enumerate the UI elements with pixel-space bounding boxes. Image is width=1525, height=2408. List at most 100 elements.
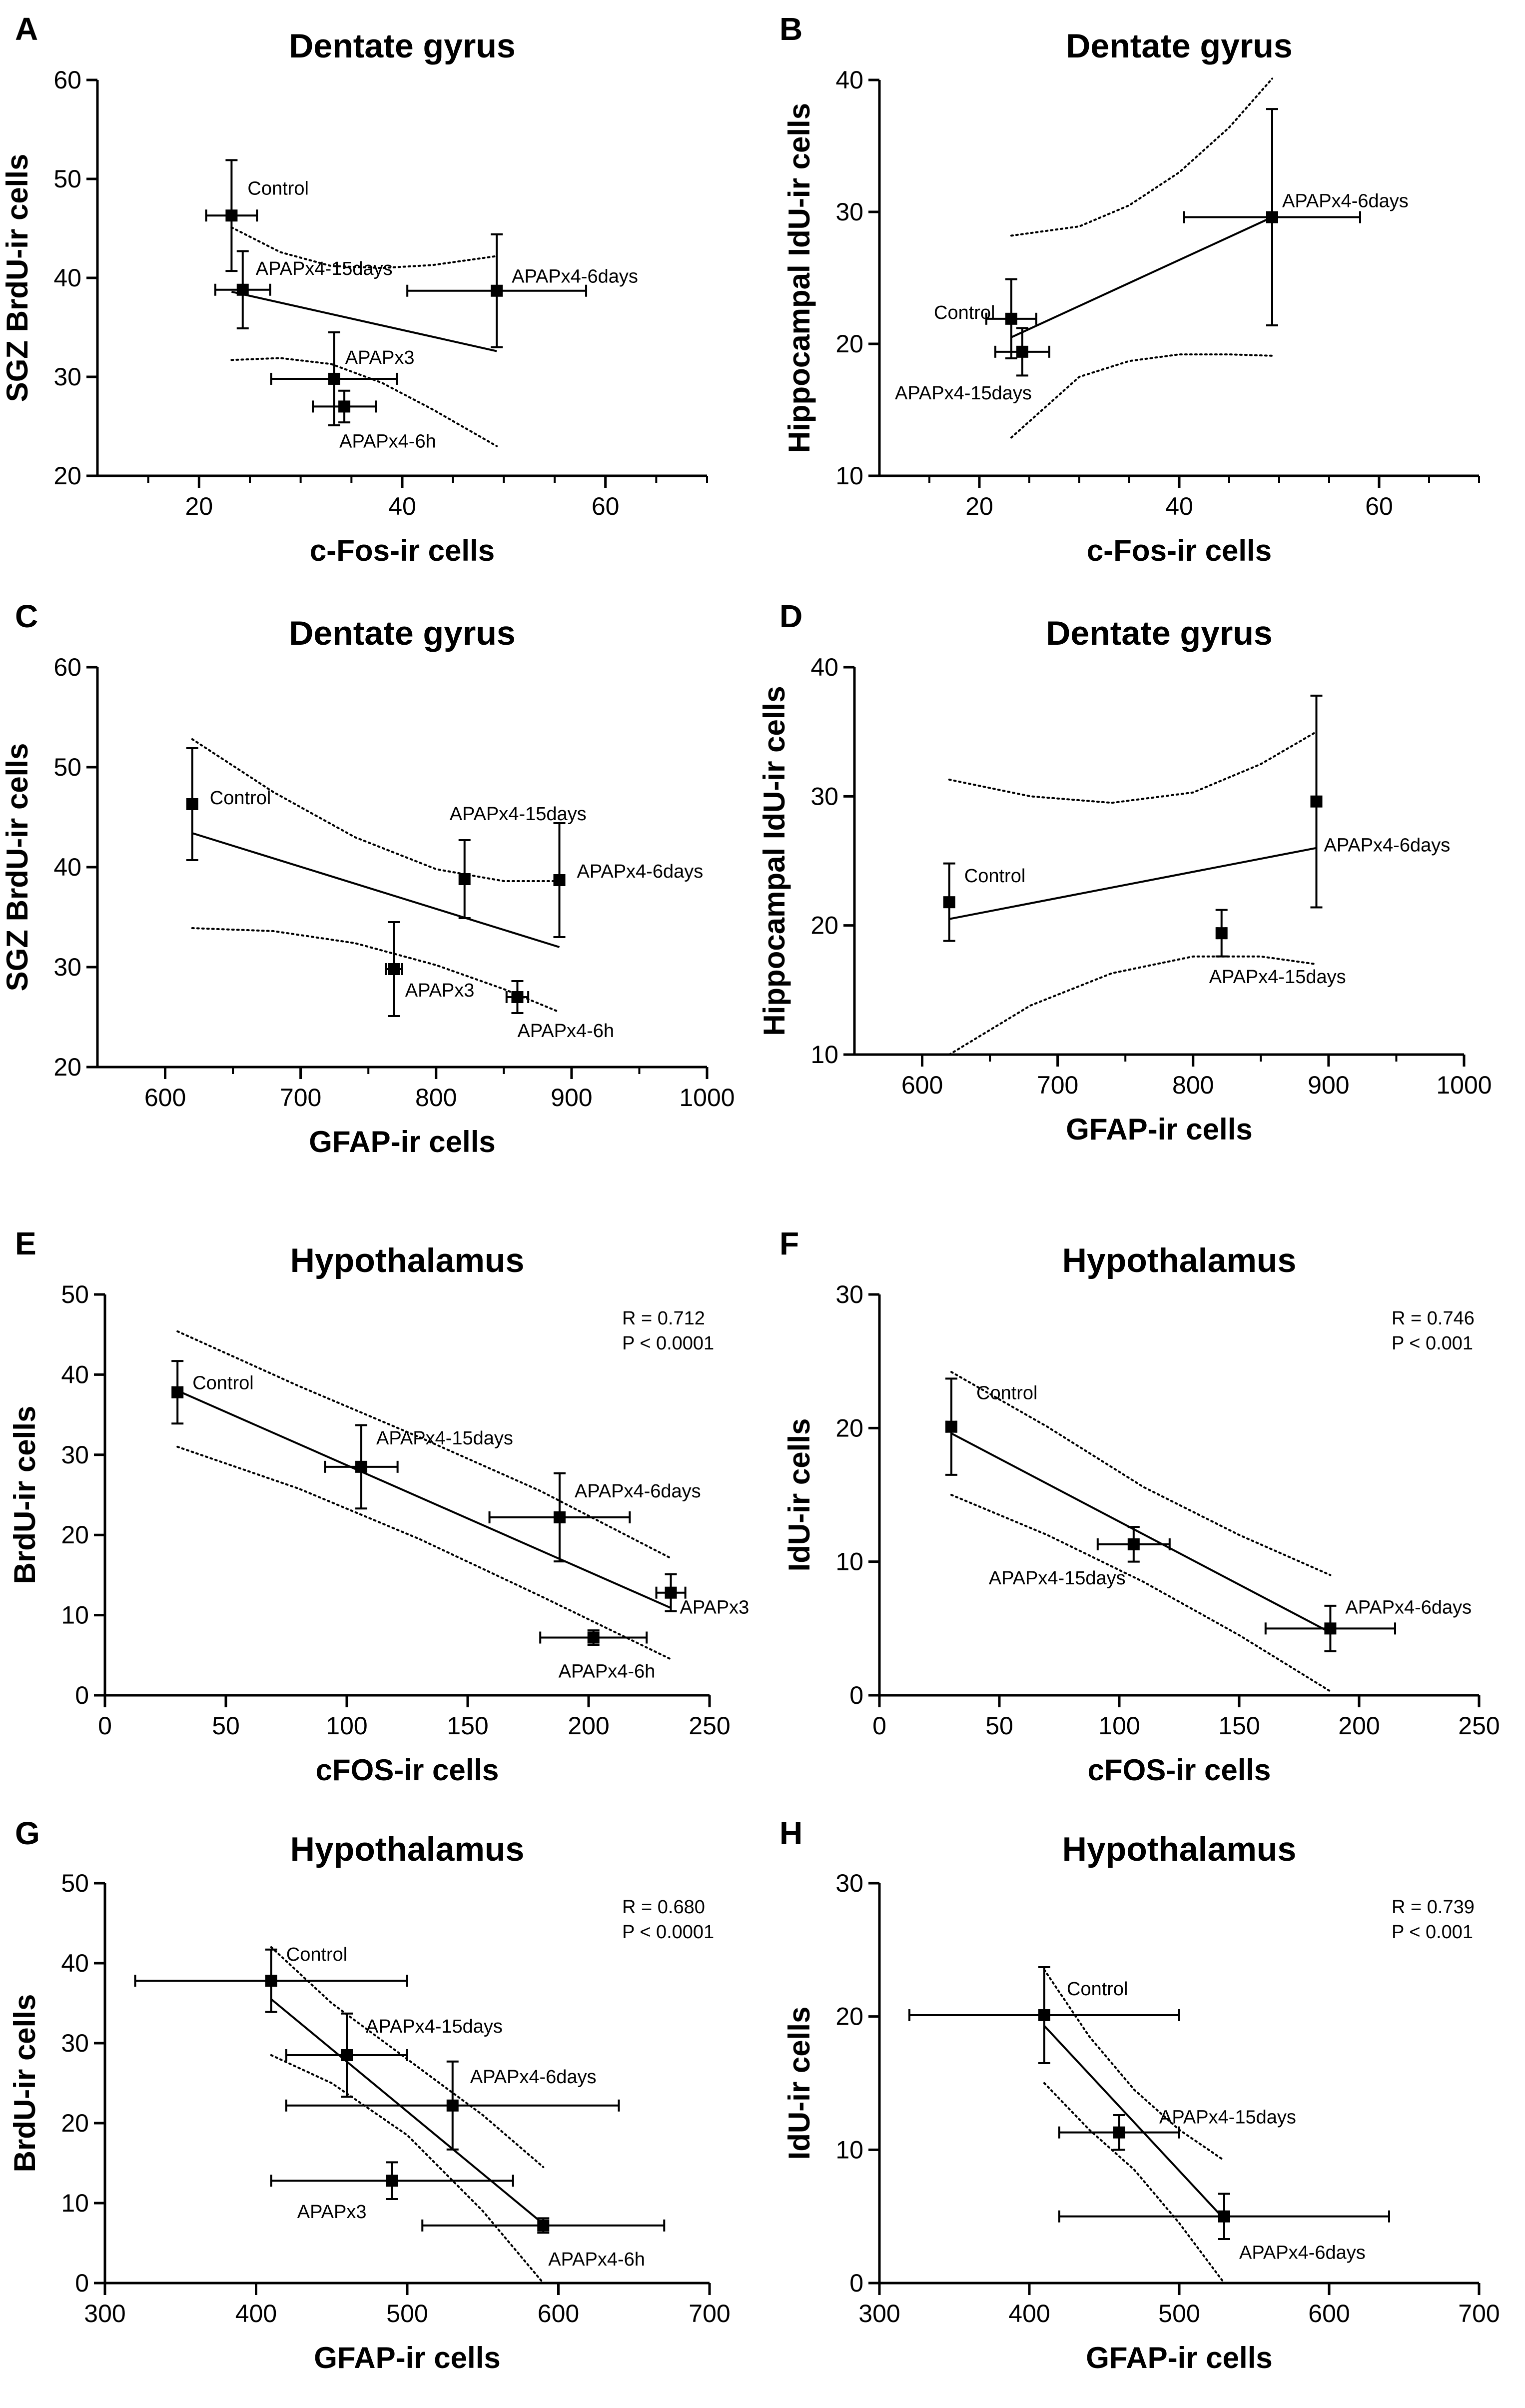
square-marker [386, 2175, 398, 2187]
square-marker [553, 1511, 566, 1523]
panel-letter: H [779, 1815, 802, 1851]
y-axis-label: SGZ BrdU-ir cells [0, 154, 34, 402]
square-marker [186, 798, 198, 810]
data-point-control: Control [205, 159, 309, 272]
square-marker [171, 1386, 184, 1398]
x-tick-label: 150 [1218, 1712, 1260, 1740]
data-point-apapx4-6days: APAPx4-6days [488, 1472, 701, 1563]
point-label: APAPx4-6days [470, 2067, 597, 2088]
regression-line [192, 832, 560, 948]
x-axis-label: GFAP-ir cells [1066, 1113, 1252, 1146]
y-tick-label: 30 [835, 1869, 863, 1897]
chart-title: Hypothalamus [290, 1241, 525, 1279]
y-axis-label: Hippocampal IdU-ir cells [758, 686, 791, 1036]
chart-title: Hypothalamus [290, 1830, 525, 1868]
point-label: APAPx4-6days [1345, 1597, 1472, 1618]
point-label: Control [1067, 1979, 1128, 2000]
y-tick-label: 30 [835, 198, 863, 226]
regression-line [177, 1389, 672, 1609]
square-marker [328, 372, 340, 385]
y-tick-label: 60 [53, 653, 81, 681]
point-label: APAPx4-6days [1282, 191, 1409, 212]
square-marker [1218, 2210, 1230, 2223]
y-tick-label: 50 [61, 1869, 89, 1897]
x-tick-label: 600 [538, 2300, 579, 2328]
x-tick-label: 600 [901, 1071, 943, 1099]
square-marker [1038, 2009, 1050, 2021]
data-point-apapx4-6h: APAPx4-6h [312, 389, 436, 452]
data-point-control: Control [171, 1360, 254, 1425]
data-point-apapx4-6days: APAPx4-6days [285, 2060, 620, 2151]
x-tick-label: 700 [1458, 2300, 1500, 2328]
chart-title: Dentate gyrus [289, 27, 515, 65]
y-tick-label: 20 [53, 1053, 81, 1081]
data-point-apapx4-15days: APAPx4-15days [324, 1424, 513, 1510]
y-tick-label: 20 [835, 1414, 863, 1442]
panel-b: B Dentate gyrus 10 20 30 40 20 40 60 c-Fos-ir cel… [779, 11, 1480, 567]
data-point-apapx4-15days: APAPx4-15days [450, 804, 587, 919]
x-tick-label: 600 [1308, 2300, 1350, 2328]
x-tick-label: 100 [326, 1712, 367, 1740]
y-tick-label: 0 [849, 2269, 863, 2297]
point-label: APAPx4-15days [450, 804, 587, 825]
y-axis-label: IdU-ir cells [782, 2007, 816, 2160]
x-tick-label: 50 [985, 1712, 1013, 1740]
correlation-r: R = 0.746 [1392, 1308, 1475, 1329]
x-tick-label: 300 [84, 2300, 125, 2328]
point-label: Control [192, 1373, 254, 1394]
point-label: APAPx4-15days [366, 2016, 503, 2037]
square-marker [338, 400, 351, 413]
x-axis-label: cFOS-ir cells [1088, 1753, 1271, 1787]
panel-letter: G [15, 1815, 40, 1851]
y-tick-label: 40 [61, 1360, 89, 1388]
square-marker [225, 209, 238, 222]
x-tick-label: 0 [98, 1712, 112, 1740]
p-value: P < 0.0001 [622, 1333, 714, 1354]
confidence-band-lower [191, 927, 561, 1013]
point-label: APAPx4-15days [1159, 2107, 1296, 2128]
panel-e: E Hypothalamus 0 10 20 30 40 50 0 50 100 150 200 250 c… [8, 1225, 749, 1787]
y-tick-label: 30 [53, 363, 81, 391]
panel-d: D Dentate gyrus 10 20 30 40 600 700 800 900 1000 GF… [758, 598, 1492, 1146]
square-marker [1266, 211, 1278, 223]
x-tick-label: 20 [965, 492, 993, 520]
x-tick-label: 1000 [679, 1084, 735, 1112]
confidence-band-upper [230, 226, 498, 269]
confidence-band-upper [1043, 1969, 1225, 2162]
y-axis-label: BrdU-ir cells [8, 1406, 41, 1584]
panel-g: G Hypothalamus 0 10 20 30 40 50 300 400 500 600 700 G… [8, 1815, 731, 2375]
confidence-band-upper [1010, 77, 1273, 237]
y-tick-label: 40 [61, 1949, 89, 1977]
x-tick-label: 200 [1338, 1712, 1380, 1740]
x-tick-label: 60 [592, 492, 620, 520]
x-tick-label: 1000 [1436, 1071, 1492, 1099]
y-tick-label: 10 [835, 462, 863, 490]
data-point-apapx4-15days: APAPx4-15days [989, 1526, 1171, 1589]
point-label: Control [976, 1383, 1038, 1404]
data-point-apapx4-6h: APAPx4-6h [421, 2217, 666, 2270]
regression-line [951, 1432, 1331, 1634]
point-label: Control [934, 302, 995, 323]
panel-a: A Dentate gyrus 20 30 40 50 60 20 40 60 c-Fos-ir c… [0, 11, 708, 567]
data-point-apapx4-6days: APAPx4-6days [1058, 2193, 1390, 2264]
x-tick-label: 700 [280, 1084, 321, 1112]
confidence-band-lower [230, 357, 498, 447]
data-point-control: Control [934, 278, 1037, 360]
square-marker [587, 1631, 600, 1644]
point-label: APAPx4-6h [517, 1021, 614, 1042]
square-marker [1113, 2126, 1125, 2139]
data-point-apapx4-15days: APAPx4-15days [1209, 909, 1346, 988]
data-point-apapx4-6h: APAPx4-6h [539, 1629, 656, 1682]
y-tick-label: 20 [61, 1521, 89, 1549]
data-point-apapx4-15days: APAPx4-15days [214, 250, 393, 329]
square-marker [665, 1586, 677, 1599]
chart-title: Hypothalamus [1062, 1830, 1297, 1868]
confidence-band-lower [1010, 353, 1273, 439]
point-label: APAPx4-6days [1324, 835, 1450, 856]
chart-title: Dentate gyrus [1066, 27, 1292, 65]
y-tick-label: 40 [53, 853, 81, 881]
data-point-apapx4-15days: APAPx4-15days [1058, 2107, 1296, 2151]
point-label: APAPx4-6h [559, 1661, 656, 1682]
p-value: P < 0.001 [1392, 1922, 1473, 1943]
